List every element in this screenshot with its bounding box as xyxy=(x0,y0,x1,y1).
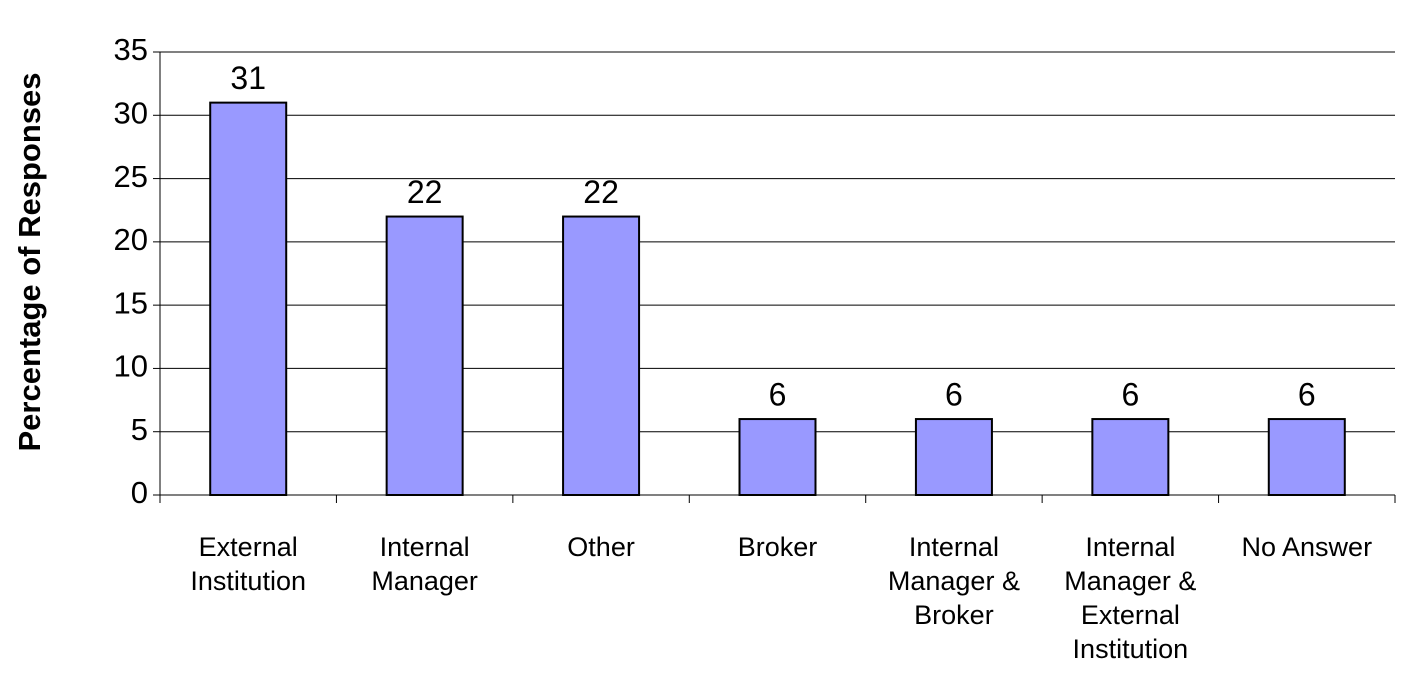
y-tick-label: 20 xyxy=(114,222,148,257)
bar xyxy=(738,418,817,496)
bar xyxy=(1091,418,1170,496)
y-tick-label: 0 xyxy=(131,475,148,510)
x-tick-label: Internal Manager & Broker xyxy=(887,532,1020,630)
y-tick-label: 35 xyxy=(114,32,148,67)
data-label: 22 xyxy=(583,174,619,210)
y-tick-label: 5 xyxy=(131,412,148,447)
y-tick-label: 25 xyxy=(114,159,148,194)
bar xyxy=(209,101,288,496)
data-label: 6 xyxy=(945,377,963,413)
y-tick-label: 30 xyxy=(114,95,148,130)
x-tick-label: Other xyxy=(567,532,635,562)
x-tick-label: Internal Manager & External Institution xyxy=(1064,532,1197,664)
x-tick-label: Broker xyxy=(737,532,818,562)
bar xyxy=(1267,418,1346,496)
bar xyxy=(385,215,464,497)
y-tick-label: 15 xyxy=(114,285,148,320)
data-label: 31 xyxy=(230,60,266,96)
x-tick-label: No Answer xyxy=(1241,532,1373,562)
x-tick-label: Internal Manager xyxy=(371,532,478,596)
data-label: 6 xyxy=(769,377,787,413)
data-label: 6 xyxy=(1121,377,1139,413)
data-label: 6 xyxy=(1298,377,1316,413)
x-tick-label: External Institution xyxy=(190,532,306,596)
bar xyxy=(914,418,993,496)
y-axis-label: Percentage of Responses xyxy=(12,72,47,451)
y-tick-label: 10 xyxy=(114,349,148,384)
data-label: 22 xyxy=(407,174,443,210)
bar xyxy=(562,215,641,497)
